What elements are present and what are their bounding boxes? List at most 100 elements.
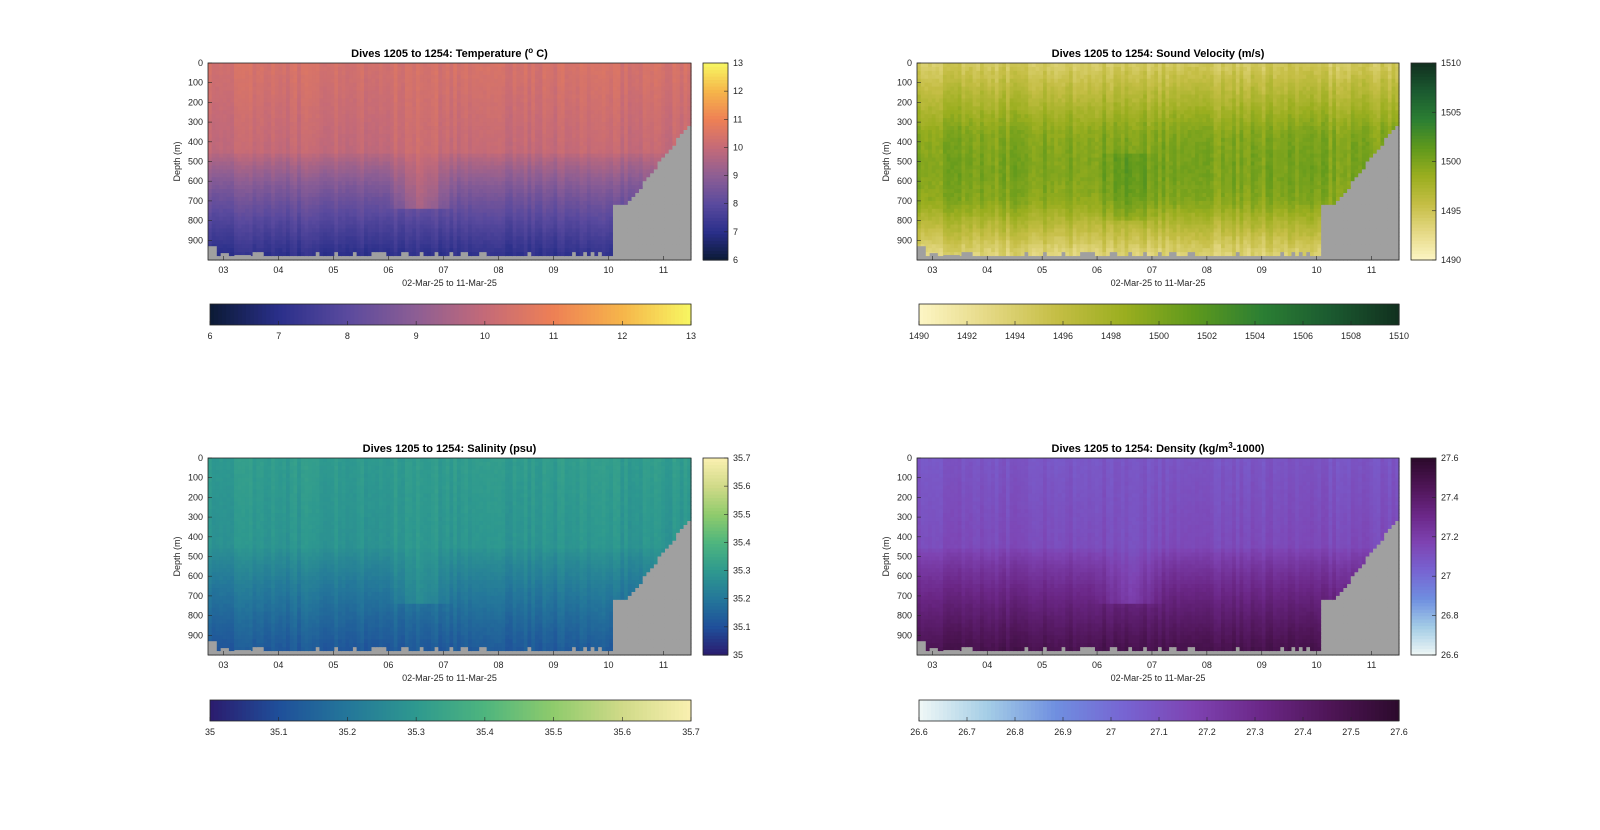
heatmap-cell [289, 153, 295, 159]
heatmap-cell [312, 224, 317, 230]
heatmap-cell [505, 126, 510, 131]
heatmap-cell [360, 90, 365, 96]
heatmap-cell [575, 240, 581, 245]
heatmap-cell [427, 169, 432, 174]
heatmap-cell [315, 114, 321, 119]
heatmap-cell [520, 161, 525, 167]
heatmap-cell [508, 204, 514, 210]
heatmap-cell [211, 157, 217, 163]
heatmap-cell [326, 232, 332, 237]
heatmap-cell [453, 90, 458, 96]
heatmap-cell [349, 244, 354, 249]
heatmap-cell [256, 232, 261, 237]
heatmap-cell [568, 133, 573, 139]
heatmap-cell [456, 129, 462, 135]
heatmap-cell [364, 141, 369, 147]
heatmap-cell [412, 181, 417, 186]
heatmap-cell [293, 204, 298, 210]
heatmap-cell [248, 236, 254, 241]
heatmap-cell [468, 70, 473, 76]
heatmap-cell [397, 153, 402, 159]
heatmap-cell [267, 122, 272, 127]
heatmap-cell [308, 165, 313, 170]
heatmap-cell [523, 252, 529, 257]
heatmap-cell [423, 114, 428, 119]
heatmap-cell [479, 212, 484, 218]
heatmap-cell [497, 181, 503, 186]
heatmap-cell [326, 129, 332, 135]
heatmap-cell [208, 82, 213, 88]
heatmap-cell [289, 129, 295, 135]
heatmap-cell [386, 157, 391, 163]
heatmap-cell [390, 102, 395, 107]
heatmap-cell [338, 86, 343, 92]
heatmap-cell [234, 70, 239, 76]
heatmap-cell [208, 66, 213, 72]
heatmap-cell [471, 173, 477, 178]
heatmap-cell [546, 196, 551, 202]
heatmap-cell [501, 122, 506, 127]
heatmap-cell [267, 244, 272, 249]
heatmap-cell [475, 133, 480, 139]
heatmap-cell [375, 165, 380, 170]
heatmap-cell [319, 94, 324, 100]
heatmap-cell [248, 173, 254, 178]
heatmap-cell [464, 114, 469, 119]
heatmap-cell [252, 106, 257, 111]
heatmap-cell [323, 133, 328, 139]
heatmap-cell [323, 169, 328, 174]
heatmap-cell [286, 106, 291, 111]
heatmap-cell [412, 193, 417, 198]
heatmap-cell [382, 252, 387, 257]
heatmap-cell [549, 94, 555, 100]
heatmap-cell [482, 169, 488, 174]
heatmap-cell [386, 86, 391, 92]
heatmap-cell [449, 216, 454, 222]
heatmap-cell [572, 102, 577, 107]
heatmap-cell [508, 126, 514, 131]
heatmap-cell [386, 208, 391, 214]
heatmap-cell [531, 94, 536, 100]
heatmap-cell [419, 145, 425, 151]
heatmap-cell [438, 137, 443, 143]
heatmap-cell [486, 204, 491, 210]
heatmap-cell [497, 78, 503, 84]
heatmap-cell [326, 70, 332, 76]
heatmap-cell [375, 189, 380, 194]
heatmap-cell [449, 78, 454, 84]
heatmap-cell [352, 248, 358, 253]
heatmap-cell [211, 200, 217, 206]
heatmap-cell [330, 224, 335, 230]
heatmap-cell [386, 141, 391, 147]
heatmap-cell [245, 244, 250, 249]
heatmap-cell [434, 169, 439, 174]
heatmap-cell [557, 228, 562, 234]
heatmap-cell [430, 110, 436, 115]
heatmap-cell [230, 137, 235, 143]
heatmap-cell [208, 70, 213, 76]
heatmap-cell [546, 161, 551, 167]
heatmap-cell [252, 200, 257, 206]
heatmap-cell [208, 196, 213, 202]
heatmap-cell [300, 196, 306, 202]
heatmap-cell [364, 157, 369, 163]
heatmap-cell [260, 252, 265, 257]
heatmap-cell [490, 193, 495, 198]
heatmap-cell [267, 236, 272, 241]
heatmap-cell [427, 244, 432, 249]
heatmap-cell [453, 145, 458, 151]
heatmap-cell [289, 248, 295, 253]
heatmap-cell [534, 70, 540, 76]
heatmap-cell [289, 149, 295, 155]
heatmap-cell [260, 204, 265, 210]
heatmap-cell [371, 240, 376, 245]
heatmap-cell [271, 193, 276, 198]
heatmap-cell [304, 98, 309, 103]
heatmap-cell [468, 248, 473, 253]
heatmap-cell [237, 118, 243, 123]
heatmap-cell [208, 153, 213, 159]
heatmap-cell [349, 102, 354, 107]
heatmap-cell [508, 157, 514, 163]
heatmap-cell [330, 169, 335, 174]
heatmap-cell [364, 177, 369, 182]
